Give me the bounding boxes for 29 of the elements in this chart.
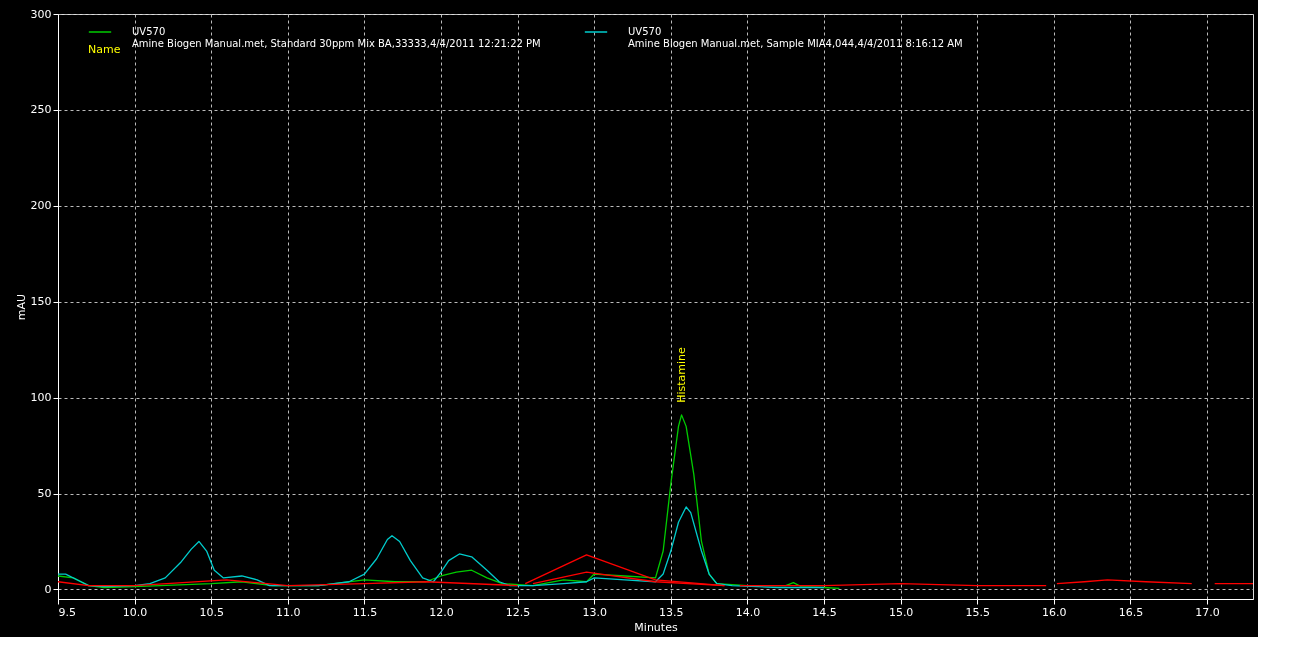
x-tick-label: 13.0 <box>582 605 607 619</box>
y-tick-label: 150 <box>30 295 52 309</box>
legend-label: UV570 Amine Biogen Manual.met, Standard 30ppm Mix BA,33333,4/4/2011 12:21:22 PM <box>132 26 541 49</box>
x-tick-label: 12.0 <box>429 605 454 619</box>
x-tick-label: 16.0 <box>1042 605 1067 619</box>
x-tick-label: 14.5 <box>812 605 837 619</box>
x-tick-label: 10.0 <box>122 605 148 619</box>
legend-label: UV570 Amine Biogen Manual.met, Sample MIA4,044,4/4/2011 8:16:12 AM <box>628 26 963 49</box>
y-axis-title: mAU <box>14 293 28 321</box>
y-tick-label: 300 <box>30 7 52 21</box>
x-tick-label: 17.0 <box>1195 605 1220 619</box>
x-axis-title: Minutes <box>634 620 678 634</box>
y-tick-label: 250 <box>30 103 52 117</box>
annotation: Name <box>88 43 121 56</box>
x-tick-label: 11.0 <box>276 605 301 619</box>
y-tick-label: 200 <box>30 199 52 213</box>
x-tick-label: 9.5 <box>58 605 76 619</box>
x-tick-label: 10.5 <box>199 605 224 619</box>
y-tick-label: 0 <box>44 582 52 596</box>
x-tick-label: 12.5 <box>505 605 531 619</box>
x-tick-label: 15.0 <box>888 605 914 619</box>
x-tick-label: 11.5 <box>352 605 378 619</box>
x-tick-label: 16.5 <box>1118 605 1144 619</box>
y-tick-label: 100 <box>30 391 52 405</box>
x-tick-label: 14.0 <box>735 605 761 619</box>
x-tick-label: 13.5 <box>659 605 684 619</box>
x-tick-label: 15.5 <box>965 605 990 619</box>
annotation: Histamine <box>674 347 688 403</box>
y-tick-label: 50 <box>37 487 52 501</box>
